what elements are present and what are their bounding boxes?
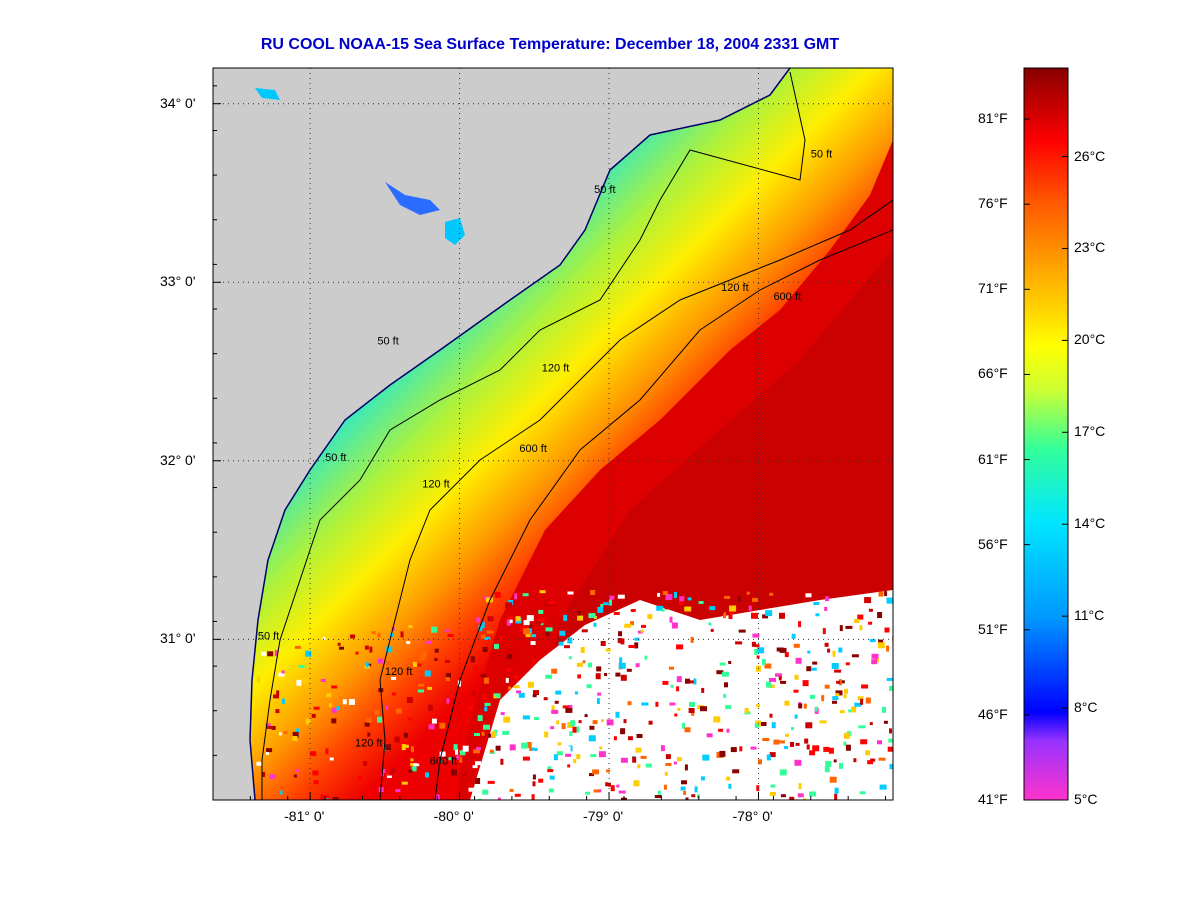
coastline (249, 68, 791, 800)
colorbar-ticks (1024, 118, 1068, 801)
colorbar-c-label: 14°C (1074, 515, 1106, 532)
colorbar-c-label: 20°C (1074, 331, 1106, 348)
contour-label: 120 ft (385, 666, 413, 678)
contour-label: 120 ft (355, 737, 383, 749)
contour-label: 50 ft (377, 336, 398, 348)
land-mass (213, 68, 790, 800)
map-title: RU COOL NOAA-15 Sea Surface Temperature:… (260, 36, 840, 53)
contour-label: 120 ft (721, 282, 749, 294)
contour-label: 600 ft (430, 755, 458, 767)
lon-tick-label: -79° 0' (583, 808, 624, 824)
colorbar-c-label: 8°C (1074, 699, 1098, 716)
colorbar-f-label: 56°F (978, 535, 1008, 552)
colorbar-f-label: 51°F (978, 620, 1008, 637)
lat-tick-label: 32° 0' (160, 451, 196, 468)
contour-label: 600 ft (773, 291, 801, 303)
lat-tick-label: 31° 0' (160, 630, 196, 647)
colorbar (1023, 67, 1069, 801)
lon-tick-label: -78° 0' (732, 808, 773, 824)
colorbar-c-label: 5°C (1074, 791, 1098, 807)
colorbar-f-label: 66°F (978, 365, 1008, 382)
inland-lake-c (255, 88, 280, 100)
colorbar-f-label: 76°F (978, 195, 1008, 212)
lat-tick-label: 34° 0' (160, 94, 196, 111)
colorbar-c-label: 23°C (1074, 239, 1106, 256)
colorbar-f-label: 81°F (978, 110, 1008, 127)
lon-tick-label: -81° 0' (284, 808, 325, 824)
map-panel: 50 ft 50 ft 50 ft 50 ft 50 ft 120 ft 120 ft 120… (213, 68, 893, 800)
contour-label: 120 ft (422, 479, 450, 491)
isobath-120ft (379, 199, 893, 800)
colorbar-c-label: 11°C (1074, 607, 1105, 624)
inland-lake-a (385, 182, 440, 215)
colorbar-f-label: 41°F (978, 791, 1008, 807)
colorbar-c-label: 17°C (1074, 423, 1106, 440)
contour-label: 120 ft (542, 363, 570, 375)
map-frame (212, 67, 894, 801)
map-grid (213, 68, 893, 800)
lon-tick-label: -80° 0' (433, 808, 474, 824)
colorbar-f-label: 46°F (978, 705, 1008, 722)
contour-label: 50 ft (594, 184, 615, 196)
colorbar-f-label: 61°F (978, 450, 1008, 467)
isobath-600ft (434, 229, 893, 800)
contour-label: 50 ft (811, 148, 832, 160)
colorbar-f-label: 71°F (978, 280, 1008, 297)
contour-label: 50 ft (258, 630, 279, 642)
isobath-50ft (261, 71, 806, 800)
axis-ticks (212, 85, 887, 801)
colorbar-c-label: 26°C (1074, 147, 1106, 164)
contour-label: 600 ft (519, 443, 547, 455)
lat-tick-label: 33° 0' (160, 273, 196, 290)
contour-label: 50 ft (325, 452, 346, 464)
